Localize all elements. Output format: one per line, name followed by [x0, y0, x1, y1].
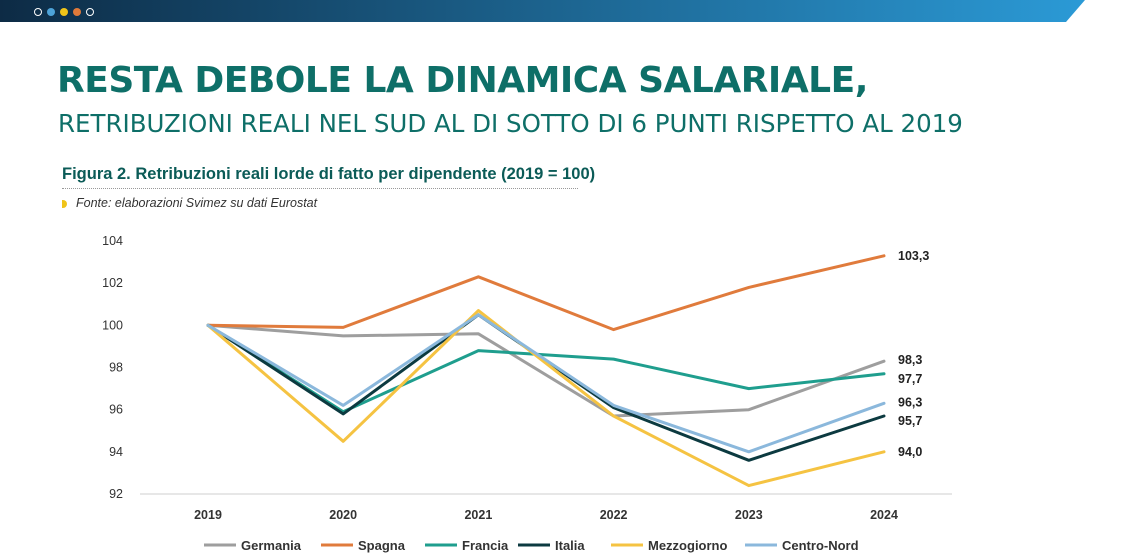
y-axis: 92 94 96 98 100 102 104 — [102, 234, 123, 501]
figure-source-text: Fonte: elaborazioni Svimez su dati Euros… — [76, 196, 318, 210]
end-label-centro-nord: 96,3 — [898, 395, 922, 409]
y-tick-label: 92 — [109, 487, 123, 501]
y-tick-label: 102 — [102, 276, 123, 290]
x-tick-label: 2024 — [870, 508, 898, 522]
x-tick-label: 2022 — [600, 508, 628, 522]
series-line-mezzogiorno — [206, 309, 886, 488]
series-line-germania — [206, 323, 886, 418]
window-dot-3 — [60, 8, 68, 16]
x-tick-label: 2021 — [464, 508, 492, 522]
figure-title: Figura 2. Retribuzioni reali lorde di fa… — [62, 165, 596, 183]
end-label-germania: 98,3 — [898, 353, 922, 367]
y-tick-label: 104 — [102, 234, 123, 248]
legend-item-italia: Italia — [518, 538, 585, 553]
legend-item-mezzogiorno: Mezzogiorno — [611, 538, 727, 553]
end-label-spagna: 103,3 — [898, 249, 929, 263]
legend-label: Germania — [241, 538, 302, 553]
x-axis: 2019 2020 2021 2022 2023 2024 — [194, 508, 898, 522]
end-label-italia: 95,7 — [898, 414, 922, 428]
y-tick-label: 98 — [109, 361, 123, 375]
legend-label: Spagna — [358, 538, 406, 553]
end-label-mezzogiorno: 94,0 — [898, 445, 922, 459]
window-dot-5 — [86, 8, 94, 16]
page-subtitle: RETRIBUZIONI REALI NEL SUD AL DI SOTTO D… — [58, 109, 963, 138]
end-label-francia: 97,7 — [898, 372, 922, 386]
legend: Germania Spagna Francia Italia Mezzogiorno Ce… — [204, 538, 859, 553]
y-tick-label: 96 — [109, 403, 123, 417]
end-labels: 98,3 103,3 97,7 95,7 94,0 96,3 — [898, 249, 929, 459]
x-tick-label: 2019 — [194, 508, 222, 522]
window-dots — [34, 8, 94, 16]
banner-bar — [0, 0, 1085, 22]
figure-source: Fonte: elaborazioni Svimez su dati Euros… — [62, 196, 317, 210]
source-bullet-icon — [62, 199, 67, 208]
x-tick-label: 2023 — [735, 508, 763, 522]
series-line-centro-nord — [206, 313, 886, 454]
legend-label: Italia — [555, 538, 585, 553]
legend-item-germania: Germania — [204, 538, 302, 553]
page-title: RESTA DEBOLE LA DINAMICA SALARIALE, — [57, 60, 868, 101]
y-tick-label: 100 — [102, 318, 123, 332]
legend-item-centro-nord: Centro-Nord — [745, 538, 859, 553]
top-banner — [0, 0, 1121, 22]
x-tick-label: 2020 — [329, 508, 357, 522]
window-dot-1 — [34, 8, 42, 16]
legend-label: Centro-Nord — [782, 538, 859, 553]
series-line-spagna — [206, 254, 886, 332]
window-dot-2 — [47, 8, 55, 16]
legend-item-francia: Francia — [425, 538, 509, 553]
legend-label: Francia — [462, 538, 509, 553]
legend-label: Mezzogiorno — [648, 538, 727, 553]
legend-item-spagna: Spagna — [321, 538, 406, 553]
y-tick-label: 94 — [109, 445, 123, 459]
figure-title-rule — [62, 188, 578, 189]
window-dot-4 — [73, 8, 81, 16]
series-lines — [206, 254, 886, 488]
